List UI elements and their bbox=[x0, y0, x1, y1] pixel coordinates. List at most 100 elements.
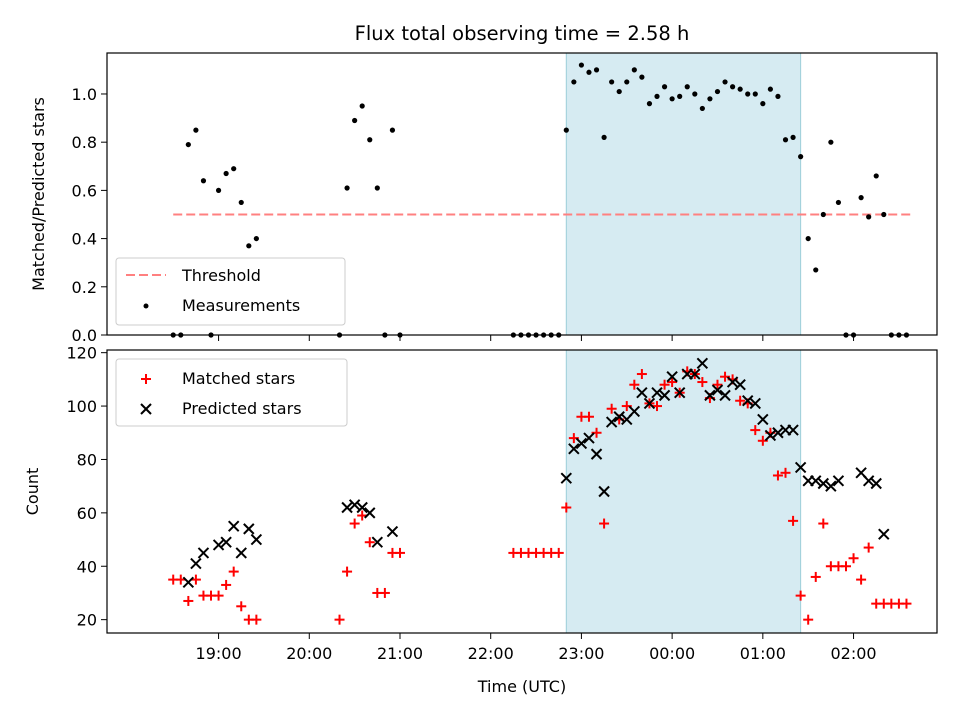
x-stroke-b bbox=[764, 429, 777, 442]
predicted-star-point bbox=[348, 499, 361, 511]
y-tick-label: 1.0 bbox=[72, 85, 97, 104]
measurement-point bbox=[714, 88, 721, 95]
x-stroke-b bbox=[825, 480, 837, 492]
measurement-point bbox=[374, 185, 380, 191]
x-stroke-b bbox=[364, 507, 376, 519]
measurement-point bbox=[767, 86, 773, 92]
measurement-point bbox=[699, 105, 705, 112]
x-stroke-b bbox=[794, 461, 807, 474]
x-stroke-b bbox=[651, 387, 663, 399]
predicted-star-point bbox=[742, 395, 754, 407]
matched-star-point bbox=[712, 379, 723, 390]
predicted-star-point bbox=[583, 432, 595, 444]
matched-star-point bbox=[175, 574, 186, 585]
matched-star-point bbox=[848, 553, 859, 564]
x-stroke-b bbox=[870, 477, 882, 490]
measurement-point bbox=[798, 154, 804, 160]
x-stroke-b bbox=[666, 370, 678, 383]
predicted-star-point bbox=[568, 443, 580, 455]
predicted-star-point bbox=[636, 387, 648, 399]
matched-star-point bbox=[364, 537, 375, 548]
predicted-star-point bbox=[825, 480, 837, 492]
predicted-star-point bbox=[356, 501, 368, 514]
x-tick-label: 20:00 bbox=[286, 644, 332, 663]
x-stroke-b bbox=[583, 432, 595, 444]
predicted-star-point bbox=[734, 379, 746, 391]
measurement-point bbox=[828, 139, 834, 145]
legend-threshold-label: Threshold bbox=[181, 266, 261, 285]
predicted-star-point bbox=[386, 525, 399, 538]
x-stroke-b bbox=[749, 397, 761, 410]
measurement-point bbox=[359, 103, 365, 109]
x-axis-label: Time (UTC) bbox=[477, 677, 566, 696]
predicted-star-point bbox=[212, 539, 225, 551]
x-stroke-b bbox=[348, 499, 361, 511]
predicted-star-point bbox=[870, 477, 882, 490]
measurement-point bbox=[760, 101, 766, 107]
x-tick-label: 02:00 bbox=[830, 644, 876, 663]
x-stroke-b bbox=[568, 443, 580, 455]
y-tick-label: 0.0 bbox=[72, 326, 97, 345]
ratio-y-axis-label: Matched/Predicted stars bbox=[29, 97, 48, 291]
predicted-star-point bbox=[651, 387, 663, 399]
count-panel: 20 40 60 80 100 120 19:00 20:00 21:00 22:00 23:00… bbox=[23, 344, 938, 696]
x-stroke-b bbox=[711, 384, 724, 396]
measurement-point bbox=[722, 79, 728, 85]
x-stroke-b bbox=[227, 520, 240, 532]
x-stroke-b bbox=[613, 411, 625, 423]
measurement-point bbox=[238, 199, 244, 206]
predicted-star-point bbox=[220, 536, 232, 548]
x-stroke-b bbox=[605, 416, 618, 428]
matched-star-point bbox=[394, 547, 405, 558]
predicted-stars-points bbox=[182, 357, 890, 588]
x-stroke-b bbox=[235, 547, 247, 559]
matched-star-point bbox=[810, 571, 821, 582]
matched-star-point bbox=[840, 561, 851, 572]
legend-x-marker bbox=[140, 403, 152, 415]
x-stroke-b bbox=[182, 576, 195, 588]
y-tick-label: 40 bbox=[77, 557, 97, 576]
ratio-x-ticks bbox=[218, 335, 855, 341]
predicted-star-point bbox=[182, 576, 195, 588]
x-tick-label: 23:00 bbox=[558, 644, 604, 663]
matched-star-point bbox=[553, 547, 564, 558]
measurement-point bbox=[646, 101, 653, 107]
matched-star-point bbox=[357, 510, 368, 521]
predicted-star-point bbox=[243, 523, 255, 535]
matched-star-point bbox=[629, 379, 640, 390]
y-tick-label: 0.2 bbox=[72, 278, 97, 297]
x-stroke-b bbox=[560, 472, 573, 484]
measurement-point bbox=[631, 67, 637, 73]
matched-star-point bbox=[561, 502, 572, 513]
legend-predicted-swatch bbox=[140, 403, 152, 415]
predicted-star-point bbox=[696, 357, 709, 370]
measurement-point bbox=[677, 93, 683, 99]
y-tick-label: 60 bbox=[77, 504, 97, 523]
x-stroke-b bbox=[243, 523, 255, 535]
measurement-point bbox=[389, 127, 396, 133]
predicted-star-point bbox=[605, 416, 618, 428]
x-stroke-b bbox=[855, 467, 867, 479]
observing-window-span bbox=[565, 52, 802, 336]
measurement-point bbox=[752, 91, 758, 97]
x-stroke-b bbox=[832, 475, 845, 487]
matched-star-point bbox=[583, 411, 594, 422]
measurement-points bbox=[170, 62, 910, 338]
measurement-point bbox=[790, 134, 796, 140]
measurement-point bbox=[200, 178, 207, 184]
x-stroke-b bbox=[371, 536, 384, 548]
matched-star-point bbox=[652, 401, 663, 412]
predicted-star-point bbox=[598, 485, 610, 498]
legend-plus-marker bbox=[141, 374, 151, 384]
y-tick-label: 80 bbox=[77, 450, 97, 469]
predicted-star-point bbox=[197, 547, 210, 559]
measurement-point bbox=[246, 243, 252, 249]
predicted-star-point bbox=[364, 507, 376, 519]
measurement-point bbox=[661, 84, 668, 90]
count-y-axis: 20 40 60 80 100 120 bbox=[66, 344, 107, 630]
y-tick-label: 120 bbox=[66, 344, 97, 363]
predicted-star-point bbox=[726, 376, 739, 388]
measurement-point bbox=[692, 91, 698, 97]
measurement-point bbox=[571, 79, 577, 85]
